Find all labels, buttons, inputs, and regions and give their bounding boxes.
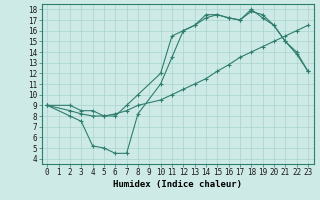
X-axis label: Humidex (Indice chaleur): Humidex (Indice chaleur) <box>113 180 242 189</box>
